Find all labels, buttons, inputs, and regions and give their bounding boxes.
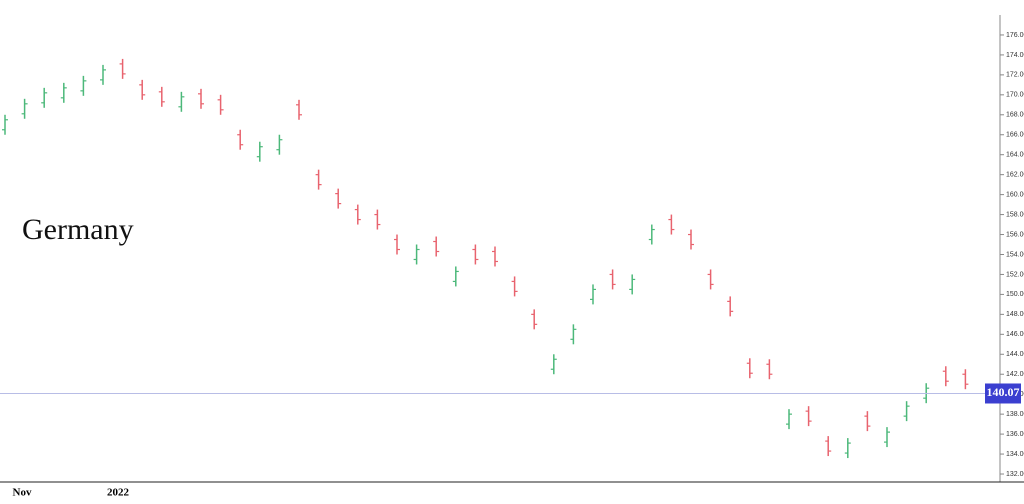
y-tick-label: 132.00	[1006, 471, 1024, 478]
last-price-tag	[985, 383, 1021, 404]
x-tick-label: 2022	[107, 487, 130, 499]
y-tick-label: 146.00	[1006, 331, 1024, 338]
x-tick-label: Nov	[13, 487, 32, 499]
y-tick-label: 144.00	[1006, 351, 1024, 358]
y-tick-label: 160.00	[1006, 191, 1024, 198]
y-tick-label: 136.00	[1006, 431, 1024, 438]
y-tick-label: 162.00	[1006, 172, 1024, 179]
y-tick-label: 168.00	[1006, 112, 1024, 119]
y-tick-label: 148.00	[1006, 311, 1024, 318]
y-tick-label: 166.00	[1006, 132, 1024, 139]
y-tick-label: 158.00	[1006, 211, 1024, 218]
y-tick-label: 176.00	[1006, 32, 1024, 39]
y-tick-label: 164.00	[1006, 152, 1024, 159]
y-tick-label: 138.00	[1006, 411, 1024, 418]
y-tick-label: 134.00	[1006, 451, 1024, 458]
y-tick-label: 170.00	[1006, 92, 1024, 99]
y-tick-label: 156.00	[1006, 231, 1024, 238]
y-tick-label: 150.00	[1006, 291, 1024, 298]
y-tick-label: 174.00	[1006, 52, 1024, 59]
chart-title: Germany	[22, 213, 134, 246]
y-tick-label: 154.00	[1006, 251, 1024, 258]
y-tick-label: 172.00	[1006, 72, 1024, 79]
last-price-label: 140.07	[987, 385, 1020, 399]
y-tick-label: 152.00	[1006, 271, 1024, 278]
y-tick-label: 142.00	[1006, 371, 1024, 378]
